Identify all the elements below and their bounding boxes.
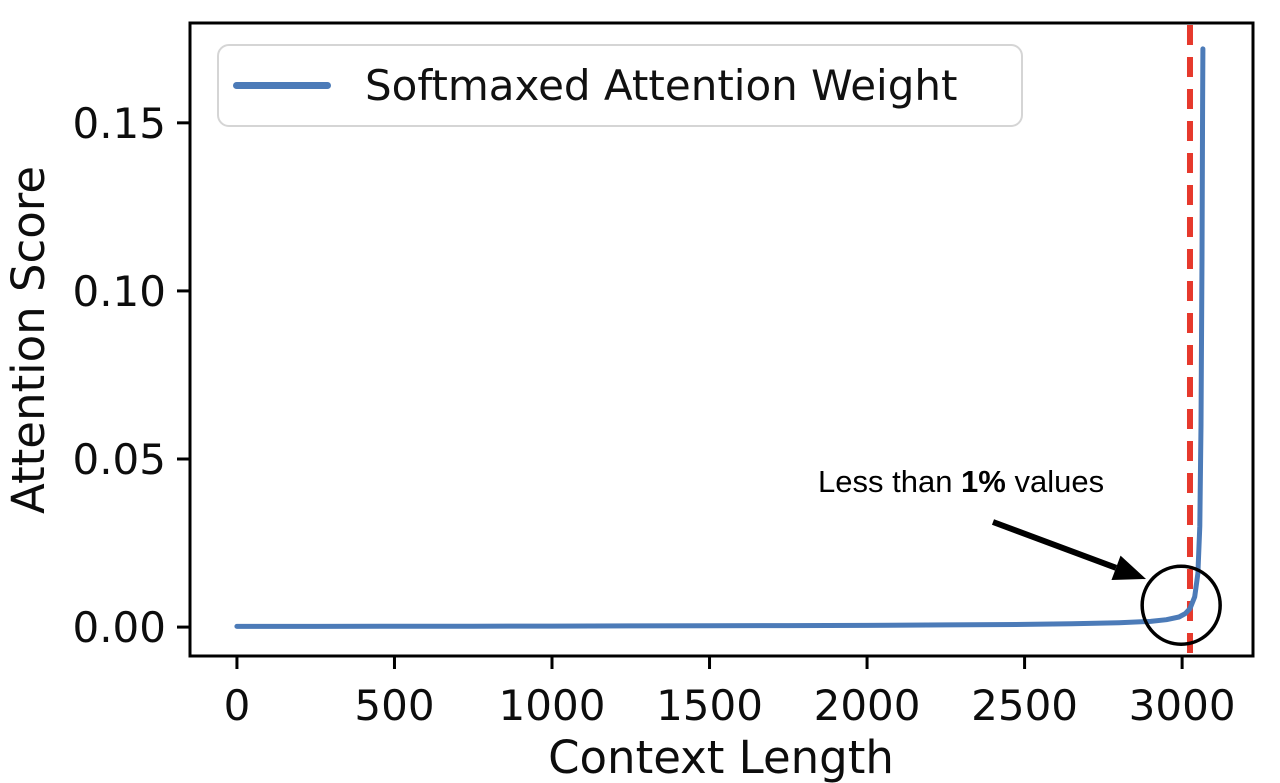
x-tick-label: 1500 [656,681,763,730]
highlight-circle [1140,564,1222,646]
arrow-shaft [991,519,1118,571]
y-tick-label: 0.15 [72,99,166,148]
series-line [234,46,1206,629]
y-tick-label: 0.10 [72,267,166,316]
annotation-text-bold: 1% [961,464,1006,499]
plot-border [188,21,1255,658]
x-axis-title: Context Length [548,731,894,783]
y-axis-title: Attention Score [2,165,55,515]
y-tick-label: 0.00 [72,603,166,652]
annotation-callout: Less than 1% values [818,464,1104,500]
x-tick-label: 2500 [971,681,1078,730]
arrow-head [1111,555,1146,581]
annotation-text-prefix: Less than [818,464,962,499]
x-tick-label: 3000 [1129,681,1236,730]
x-tick-label: 1000 [499,681,606,730]
annotation-text-suffix: values [1005,464,1105,499]
x-tick-label: 500 [354,681,434,730]
legend-label: Softmaxed Attention Weight [365,61,958,110]
legend: Softmaxed Attention Weight [217,44,1023,127]
legend-line-swatch [233,82,331,89]
y-tick-label: 0.05 [72,435,166,484]
x-tick-label: 0 [224,681,251,730]
x-tick-label: 2000 [814,681,921,730]
